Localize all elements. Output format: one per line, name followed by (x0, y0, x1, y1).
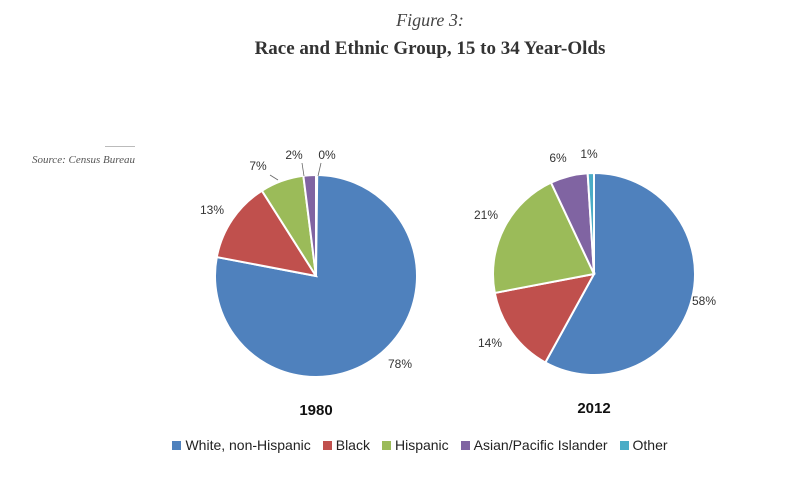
leader-line (301, 162, 305, 177)
data-label-asian-pacific-islander: 6% (549, 151, 567, 165)
data-label-black: 13% (200, 203, 224, 217)
figure-label: Figure 3: (396, 10, 464, 30)
data-label-white-non-hispanic: 58% (692, 294, 716, 308)
legend-label: Black (335, 437, 370, 453)
leader-line (317, 162, 322, 177)
pie-chart-2012: 58% 14% 21% 6% 1% 2012 (474, 147, 716, 417)
data-label-white-non-hispanic: 78% (388, 357, 412, 371)
legend-item-other: Other (619, 437, 668, 453)
data-label-asian-pacific-islander: 2% (285, 148, 303, 162)
pie-slice-black (215, 189, 319, 278)
legend-label: Asian/Pacific Islander (473, 437, 608, 453)
legend-swatch (381, 440, 391, 450)
pie-title-2012: 2012 (577, 400, 610, 417)
legend-item-asian: Asian/Pacific Islander (460, 437, 608, 453)
pie-slice-black (493, 272, 596, 364)
legend-label: Hispanic (394, 437, 449, 453)
legend-swatch (172, 440, 182, 450)
leader-line (269, 174, 279, 181)
data-label-hispanic: 7% (249, 159, 267, 173)
legend-swatch (619, 440, 629, 450)
source-divider (105, 146, 135, 147)
legend-swatch (322, 440, 332, 450)
legend-item-white: White, non-Hispanic (172, 437, 311, 453)
legend-swatch (460, 440, 470, 450)
legend-label: White, non-Hispanic (185, 437, 311, 453)
legend-item-hispanic: Hispanic (381, 437, 449, 453)
legend-item-black: Black (322, 437, 370, 453)
legend-label: Other (632, 437, 668, 453)
data-label-hispanic: 21% (474, 208, 498, 222)
pie-chart-1980: 78% 13% 7% 2% 0% 1980 (200, 148, 418, 419)
pie-slice-other (315, 173, 319, 277)
data-label-other: 0% (318, 148, 336, 162)
pie-slice-hispanic (492, 181, 596, 295)
pie-slice-other (586, 171, 595, 275)
chart-title: Race and Ethnic Group, 15 to 34 Year-Old… (254, 38, 606, 59)
data-label-black: 14% (478, 336, 502, 350)
pie-title-1980: 1980 (299, 402, 332, 419)
data-label-other: 1% (580, 147, 598, 161)
source-note: Source: Census Bureau (31, 154, 135, 166)
legend: White, non-Hispanic Black Hispanic Asian… (0, 437, 800, 453)
pie-slice-white-non-hispanic (543, 171, 696, 376)
